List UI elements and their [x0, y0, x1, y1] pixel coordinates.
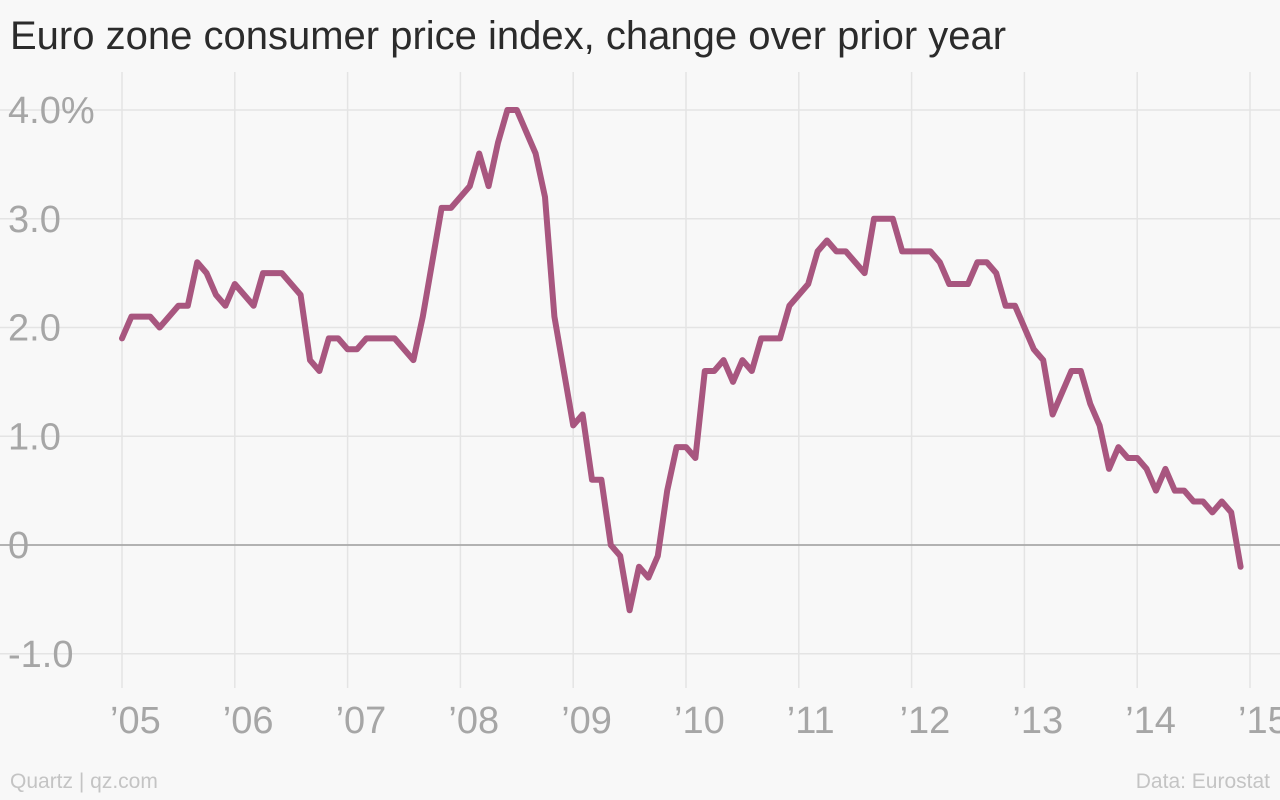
x-tick-label: ’06	[223, 700, 274, 742]
x-tick-label: ’15	[1238, 700, 1280, 742]
series-layer	[119, 107, 1244, 614]
y-tick-label: 2.0	[8, 308, 61, 350]
y-tick-label: 4.0%	[8, 90, 95, 132]
y-axis-labels: 4.0% 3.0 2.0 1.0 0 -1.0	[8, 90, 95, 676]
y-tick-label: 0	[8, 525, 29, 567]
grid-lines	[0, 72, 1280, 688]
y-tick-label: 3.0	[8, 199, 61, 241]
x-axis-labels: ’05 ’06 ’07 ’08 ’09 ’10 ’11 ’12 ’13 ’14 ’15	[110, 700, 1280, 742]
source-credit: Quartz | qz.com	[10, 770, 158, 793]
x-tick-label: ’13	[1012, 700, 1063, 742]
x-tick-label: ’12	[900, 700, 951, 742]
x-tick-label: ’11	[787, 700, 835, 742]
x-tick-label: ’07	[336, 700, 387, 742]
y-tick-label: -1.0	[8, 634, 73, 676]
x-tick-label: ’09	[561, 700, 612, 742]
x-tick-label: ’14	[1125, 700, 1176, 742]
x-tick-label: ’10	[674, 700, 725, 742]
x-tick-label: ’05	[110, 700, 161, 742]
chart-title: Euro zone consumer price index, change o…	[10, 14, 1007, 58]
x-tick-label: ’08	[448, 700, 499, 742]
data-source: Data: Eurostat	[1135, 770, 1270, 793]
y-tick-label: 1.0	[8, 416, 61, 458]
cpi-series-line	[119, 107, 1244, 614]
